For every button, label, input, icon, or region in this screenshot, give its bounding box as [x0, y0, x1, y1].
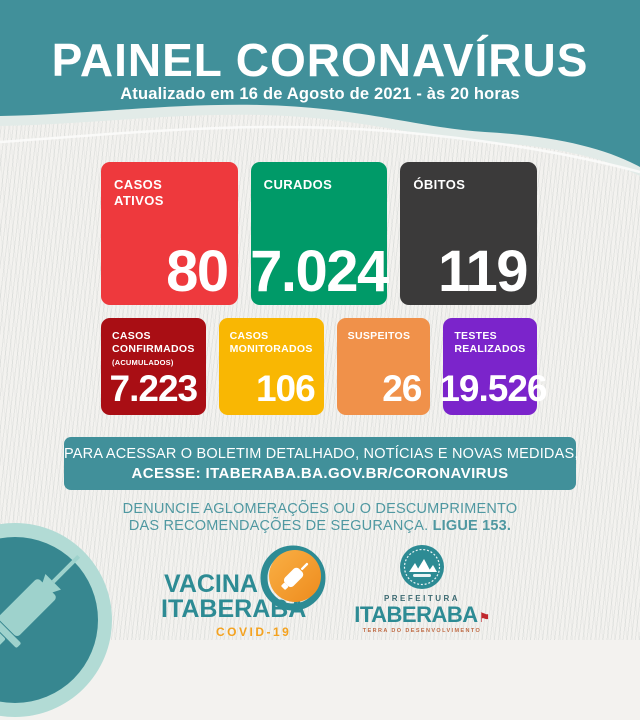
header-band: PAINEL CORONAVÍRUS Atualizado em 16 de A… [0, 0, 640, 178]
stats-row-1: CASOS ATIVOS 80 CURADOS 7.024 ÓBITOS 119 [101, 162, 538, 305]
stat-value: 7.223 [109, 368, 199, 409]
stat-value: 7.024 [250, 239, 389, 304]
syringe-badge-icon [0, 523, 112, 717]
header-wave-graphic [0, 0, 640, 176]
banner-text: PARA ACESSAR O BOLETIM DETALHADO, NOTÍCI… [64, 446, 579, 462]
page-title: PAINEL CORONAVÍRUS [51, 34, 589, 86]
stat-label: ÓBITOS [413, 177, 466, 192]
notice-line-2-text: DAS RECOMENDAÇÕES DE SEGURANÇA. [128, 518, 429, 534]
vaccine-syringe-icon [260, 545, 326, 611]
stat-card-curados: CURADOS 7.024 [250, 162, 389, 305]
stat-card-testes-realizados: TESTES REALIZADOS 19.526 [439, 318, 548, 415]
stat-card-casos-ativos: CASOS ATIVOS 80 [101, 162, 238, 305]
stat-card-casos-confirmados: CASOS CONFIRMADOS (ACUMULADOS) 7.223 [101, 318, 206, 415]
vacina-wordmark-line1: VACINA [164, 570, 258, 598]
info-banner: PARA ACESSAR O BOLETIM DETALHADO, NOTÍCI… [64, 437, 579, 490]
prefeitura-city-name: ITABERABA [354, 602, 478, 627]
stat-value: 106 [255, 368, 316, 409]
notice-line-2: DAS RECOMENDAÇÕES DE SEGURANÇA. LIGUE 15… [0, 518, 640, 535]
stat-value: 19.526 [439, 368, 547, 409]
stat-card-casos-monitorados: CASOS MONITORADOS 106 [218, 318, 324, 415]
banner-url: ACESSE: ITABERABA.BA.GOV.BR/CORONAVIRUS [131, 465, 509, 482]
stats-grid: CASOS ATIVOS 80 CURADOS 7.024 ÓBITOS 119… [101, 162, 548, 415]
stat-label: TESTES REALIZADOS [454, 330, 526, 356]
vacina-logo: VACINA ITABERABA COVID-19 [148, 545, 333, 640]
prefeitura-label: PREFEITURA [383, 594, 461, 603]
stat-value: 119 [437, 239, 529, 304]
vacina-covid-label: COVID-19 [216, 625, 292, 639]
prefeitura-tagline: TERRA DO DESENVOLVIMENTO [362, 628, 482, 634]
stat-label: CASOS CONFIRMADOS [112, 330, 195, 356]
vacina-wordmark-line2: ITABERABA [161, 595, 307, 623]
stat-value: 26 [382, 368, 422, 409]
stat-label: CASOS ATIVOS [114, 177, 164, 208]
stats-row-2: CASOS CONFIRMADOS (ACUMULADOS) 7.223 CAS… [101, 318, 548, 415]
stat-sublabel: (ACUMULADOS) [112, 358, 174, 368]
stat-value: 80 [166, 239, 229, 304]
notice-phone: LIGUE 153. [432, 518, 512, 534]
flag-icon: ⚑ [478, 610, 491, 625]
stat-label: SUSPEITOS [347, 330, 411, 342]
prefeitura-wordmark: ITABERABA⚑ [352, 604, 492, 626]
stat-card-suspeitos: SUSPEITOS 26 [336, 318, 431, 415]
city-seal-icon [400, 545, 444, 589]
update-date: Atualizado em 16 de Agosto de 2021 - às … [120, 85, 520, 103]
notice-line-1: DENUNCIE AGLOMERAÇÕES OU O DESCUMPRIMENT… [122, 501, 518, 517]
notice-text: DENUNCIE AGLOMERAÇÕES OU O DESCUMPRIMENT… [0, 501, 640, 535]
stat-label: CASOS MONITORADOS [229, 330, 313, 356]
stat-card-obitos: ÓBITOS 119 [400, 162, 538, 305]
stat-label: CURADOS [263, 177, 333, 192]
prefeitura-logo: PREFEITURA ITABERABA⚑ TERRA DO DESENVOLV… [352, 544, 492, 634]
